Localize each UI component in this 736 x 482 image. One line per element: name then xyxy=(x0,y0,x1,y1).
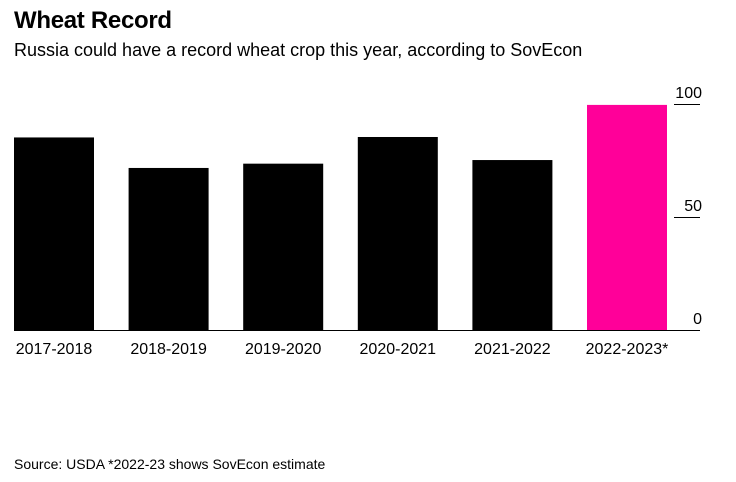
bar-2021-2022 xyxy=(472,160,553,330)
y-tick-label: 100 xyxy=(675,85,702,102)
bar-2020-2021 xyxy=(357,136,438,330)
y-tick-label: 0 xyxy=(693,311,702,328)
source-note: Source: USDA *2022-23 shows SovEcon esti… xyxy=(14,456,326,472)
chart-title: Wheat Record xyxy=(14,7,172,34)
x-category-label: 2017-2018 xyxy=(16,341,93,358)
bar-2017-2018 xyxy=(14,137,94,330)
bar-2018-2019 xyxy=(128,167,209,330)
x-category-label: 2019-2020 xyxy=(245,341,322,358)
x-category-label: 2021-2022 xyxy=(474,341,551,358)
y-tick-label: 50 xyxy=(684,198,702,215)
bar-chart: 0 50 100 2017-2018 2018-2019 2019-2020 2020-20… xyxy=(14,85,702,358)
x-category-label: 2018-2019 xyxy=(130,341,207,358)
x-category-label: 2022-2023* xyxy=(586,341,669,358)
bar-2022-2023* xyxy=(587,104,667,331)
bar-2019-2020 xyxy=(243,163,324,330)
x-category-label: 2020-2021 xyxy=(360,341,437,358)
chart-subtitle: Russia could have a record wheat crop th… xyxy=(14,40,583,60)
